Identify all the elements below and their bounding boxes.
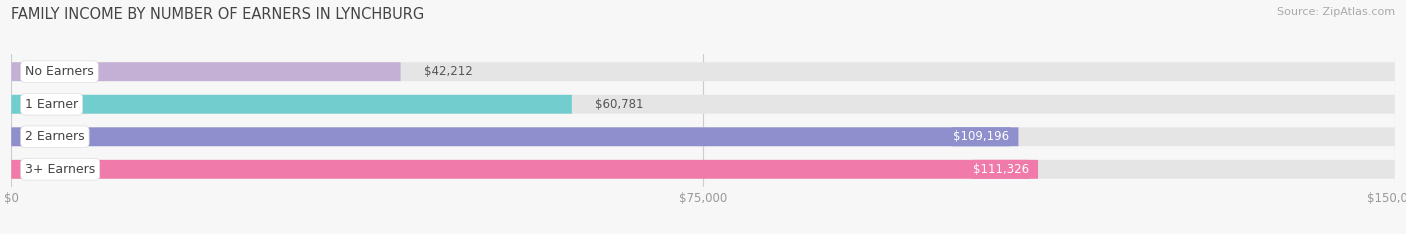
FancyBboxPatch shape	[11, 62, 1395, 81]
FancyBboxPatch shape	[11, 160, 1038, 179]
Text: No Earners: No Earners	[25, 65, 94, 78]
FancyBboxPatch shape	[11, 95, 1395, 114]
FancyBboxPatch shape	[11, 127, 1018, 146]
FancyBboxPatch shape	[11, 62, 401, 81]
Text: $42,212: $42,212	[423, 65, 472, 78]
Text: Source: ZipAtlas.com: Source: ZipAtlas.com	[1277, 7, 1395, 17]
FancyBboxPatch shape	[11, 160, 1395, 179]
Text: FAMILY INCOME BY NUMBER OF EARNERS IN LYNCHBURG: FAMILY INCOME BY NUMBER OF EARNERS IN LY…	[11, 7, 425, 22]
FancyBboxPatch shape	[11, 95, 572, 114]
Text: 2 Earners: 2 Earners	[25, 130, 84, 143]
Text: $60,781: $60,781	[595, 98, 644, 111]
Text: 1 Earner: 1 Earner	[25, 98, 79, 111]
Text: $109,196: $109,196	[953, 130, 1010, 143]
Text: 3+ Earners: 3+ Earners	[25, 163, 96, 176]
Text: $111,326: $111,326	[973, 163, 1029, 176]
FancyBboxPatch shape	[11, 127, 1395, 146]
